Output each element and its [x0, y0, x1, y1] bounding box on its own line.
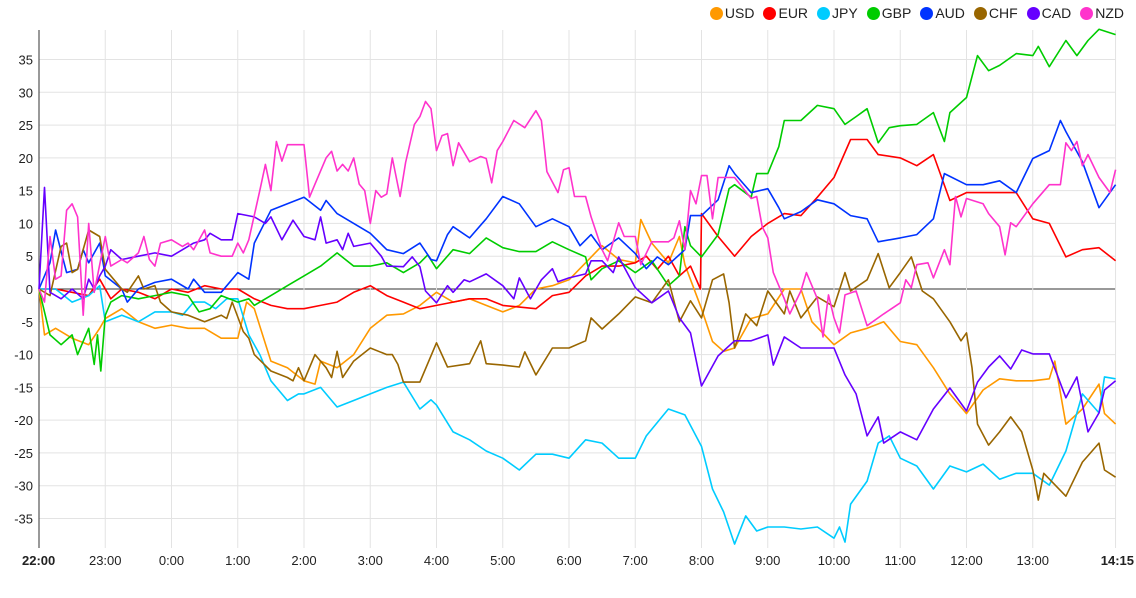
- y-tick-label: 5: [26, 249, 33, 264]
- legend-label: EUR: [778, 5, 809, 21]
- series-line-nzd: [38, 100, 1117, 338]
- y-tick-label: 15: [19, 184, 33, 199]
- series-line-usd: [38, 218, 1117, 425]
- legend-item-eur[interactable]: EUR: [763, 5, 808, 21]
- x-tick-label: 10:00: [818, 553, 851, 568]
- y-tick-label: -20: [14, 413, 33, 428]
- y-tick-label: -30: [14, 479, 33, 494]
- y-tick-label: -5: [21, 315, 33, 330]
- x-tick-label: 22:00: [22, 553, 55, 568]
- legend-swatch-icon: [817, 6, 831, 20]
- x-tick-label: 0:00: [159, 553, 184, 568]
- y-tick-label: -10: [14, 348, 33, 363]
- y-tick-label: 20: [19, 151, 33, 166]
- legend-swatch-icon: [1080, 6, 1094, 20]
- legend-label: JPY: [832, 5, 858, 21]
- series-line-gbp: [38, 28, 1116, 372]
- y-tick-label: -25: [14, 446, 33, 461]
- legend-item-cad[interactable]: CAD: [1026, 5, 1072, 21]
- legend-item-nzd[interactable]: NZD: [1080, 5, 1124, 21]
- series-line-aud: [38, 119, 1117, 303]
- legend-item-jpy[interactable]: JPY: [817, 5, 858, 21]
- series-line-eur: [39, 138, 1117, 310]
- x-tick-label: 7:00: [623, 553, 648, 568]
- x-tick-label: 11:00: [884, 553, 916, 568]
- series-line-jpy: [39, 284, 1116, 545]
- legend-item-usd[interactable]: USD: [709, 5, 755, 21]
- series-line-chf: [38, 229, 1117, 501]
- x-tick-label: 12:00: [950, 553, 983, 568]
- y-tick-label: -35: [14, 511, 33, 526]
- y-tick-label: 25: [19, 118, 33, 133]
- x-tick-label: 13:00: [1016, 553, 1049, 568]
- legend-swatch-icon: [763, 6, 777, 20]
- legend-label: GBP: [881, 5, 912, 21]
- x-tick-label: 14:15: [1101, 553, 1134, 568]
- series-line-cad: [38, 186, 1117, 444]
- legend-label: CHF: [988, 5, 1018, 21]
- x-tick-label: 5:00: [490, 553, 515, 568]
- x-tick-label: 8:00: [689, 553, 714, 568]
- legend-item-gbp[interactable]: GBP: [866, 5, 912, 21]
- x-tick-label: 3:00: [358, 553, 383, 568]
- x-tick-label: 6:00: [556, 553, 581, 568]
- y-tick-label: 30: [19, 85, 33, 100]
- x-tick-label: 9:00: [755, 553, 780, 568]
- x-tick-label: 1:00: [225, 553, 250, 568]
- legend: USD EUR JPY GBP AUD CHF CAD NZD: [709, 5, 1124, 21]
- y-tick-label: 10: [19, 216, 33, 231]
- legend-swatch-icon: [973, 6, 987, 20]
- legend-label: NZD: [1095, 5, 1124, 21]
- x-tick-label: 23:00: [89, 553, 122, 568]
- y-tick-label: 35: [19, 53, 33, 68]
- legend-swatch-icon: [866, 6, 880, 20]
- legend-label: CAD: [1041, 5, 1072, 21]
- legend-swatch-icon: [1026, 6, 1040, 20]
- legend-label: AUD: [935, 5, 965, 21]
- y-tick-label: -15: [14, 380, 33, 395]
- legend-item-aud[interactable]: AUD: [920, 5, 965, 21]
- legend-label: USD: [724, 5, 755, 21]
- x-tick-label: 2:00: [291, 553, 316, 568]
- legend-item-chf[interactable]: CHF: [973, 5, 1018, 21]
- legend-swatch-icon: [920, 6, 934, 20]
- legend-swatch-icon: [709, 6, 723, 20]
- x-tick-label: 4:00: [424, 553, 449, 568]
- y-tick-label: 0: [26, 282, 33, 297]
